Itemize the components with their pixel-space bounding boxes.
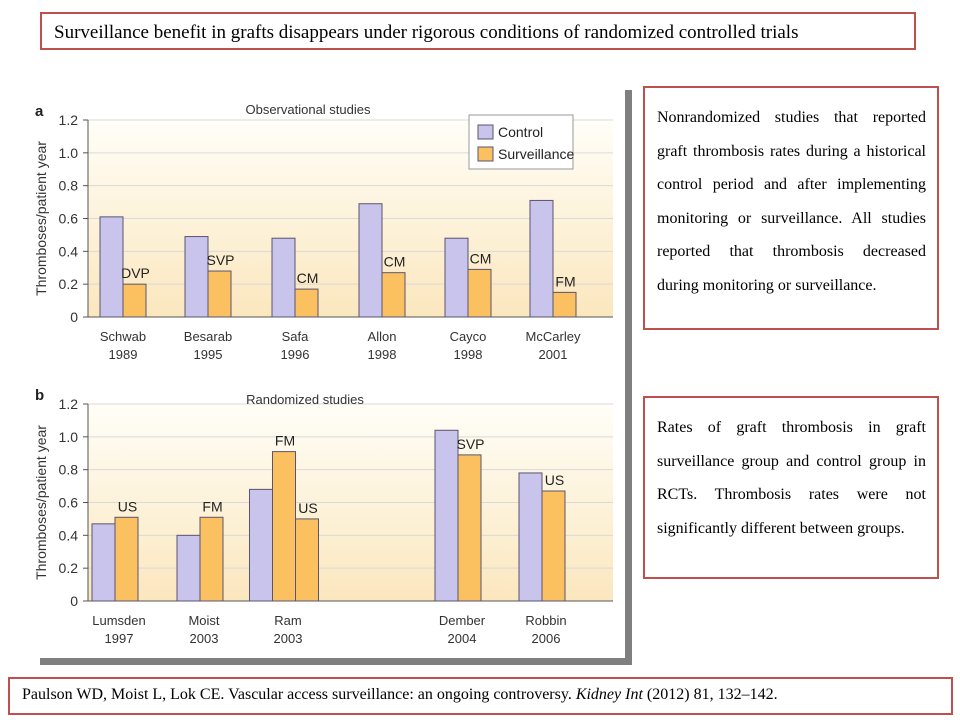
citation-box: Paulson WD, Moist L, Lok CE. Vascular ac… bbox=[8, 677, 953, 715]
panel-b-category-year: 2003 bbox=[190, 631, 219, 646]
panel-a-bar-surveillance bbox=[552, 291, 577, 318]
panel-b-category-year: 1997 bbox=[105, 631, 134, 646]
panel-a-bar-control bbox=[529, 199, 554, 318]
panel-a-category-year: 1998 bbox=[368, 347, 397, 362]
panel-a-category-name: Schwab bbox=[100, 329, 146, 344]
panel-a-bar-control bbox=[444, 237, 469, 318]
randomized-note-text: Rates of graft thrombosis in graft surve… bbox=[657, 419, 926, 537]
panel-a-legend-label-control: Control bbox=[498, 124, 543, 140]
panel-b-category-name: Lumsden bbox=[92, 613, 145, 628]
citation-journal: Kidney Int bbox=[575, 686, 643, 703]
panel-a-panel-letter: a bbox=[35, 103, 44, 120]
panel-a-legend-label-surveillance: Surveillance bbox=[498, 146, 574, 162]
panel-b-bar-control bbox=[518, 472, 543, 602]
panel-a-category-year: 1998 bbox=[454, 347, 483, 362]
panel-b-tick-label: 1.0 bbox=[59, 429, 79, 445]
panel-a-category-name: Besarab bbox=[184, 329, 232, 344]
panel-a-category-name: Safa bbox=[282, 329, 310, 344]
panel-a-tick-label: 0.4 bbox=[59, 243, 79, 259]
citation-text: Paulson WD, Moist L, Lok CE. Vascular ac… bbox=[22, 686, 778, 704]
panel-b-bar-control bbox=[434, 429, 459, 602]
panel-b-category-name: Ram bbox=[274, 613, 301, 628]
panel-a-method-label: CM bbox=[384, 254, 406, 270]
slide-title-box: Surveillance benefit in grafts disappear… bbox=[40, 12, 916, 50]
panel-a-bar-surveillance bbox=[122, 283, 147, 318]
panel-b-bar-control bbox=[249, 488, 273, 602]
panel-b-tick-label: 0 bbox=[70, 593, 78, 609]
panel-b-tick-label: 0.6 bbox=[59, 495, 79, 511]
panel-b-tick-label: 0.2 bbox=[59, 560, 79, 576]
panel-b-method-label: US bbox=[298, 500, 317, 516]
bar-charts: 0 0.2 0.4 0.6 0.8 1.0 1.2 a Observational studie… bbox=[33, 102, 613, 646]
panel-a-method-label: DVP bbox=[121, 265, 150, 281]
panel-a-tick-label: 0.6 bbox=[59, 211, 79, 227]
panel-a-chart-title: Observational studies bbox=[245, 102, 371, 117]
panel-b-bar-control bbox=[176, 534, 201, 602]
panel-b-bar-surveillance bbox=[541, 490, 566, 602]
panel-b-method-label: US bbox=[118, 498, 137, 514]
observational-note-text: Nonrandomized studies that reported graf… bbox=[657, 109, 926, 294]
panel-b-panel-letter: b bbox=[35, 387, 44, 404]
panel-a-tick-label: 1.0 bbox=[59, 145, 79, 161]
panel-a-category-year: 1989 bbox=[109, 347, 138, 362]
panel-b-method-label: SVP bbox=[456, 436, 484, 452]
panel-a-bar-surveillance bbox=[467, 268, 492, 318]
panel-b-bar-surveillance bbox=[114, 516, 139, 602]
panel-a-method-label: CM bbox=[297, 270, 319, 286]
panel-a-bar-surveillance bbox=[294, 288, 319, 318]
panel-b-category-year: 2003 bbox=[274, 631, 303, 646]
panel-a-category-name: McCarley bbox=[526, 329, 581, 344]
panel-a-category-name: Allon bbox=[368, 329, 397, 344]
panel-a-category-year: 1996 bbox=[281, 347, 310, 362]
panel-b-method-label: US bbox=[545, 472, 564, 488]
panel-a-bar-control bbox=[271, 237, 296, 318]
panel-b-bar-surveillance bbox=[295, 518, 319, 602]
figure-panel: 0 0.2 0.4 0.6 0.8 1.0 1.2 a Observational studie… bbox=[33, 83, 625, 658]
panel-a-bar-control bbox=[99, 216, 124, 318]
panel-b-bar-surveillance bbox=[457, 454, 482, 602]
panel-b-bar-surveillance bbox=[272, 451, 296, 602]
panel-b-category-name: Moist bbox=[188, 613, 219, 628]
panel-a-category-year: 2001 bbox=[539, 347, 568, 362]
panel-a-tick-label: 0.8 bbox=[59, 178, 79, 194]
panel-b-tick-label: 0.4 bbox=[59, 527, 79, 543]
panel-a-bar-surveillance bbox=[207, 270, 232, 318]
panel-a-method-label: FM bbox=[555, 273, 575, 289]
panel-a-category-name: Cayco bbox=[450, 329, 487, 344]
panel-a-tick-label: 0 bbox=[70, 309, 78, 325]
panel-a-bar-control bbox=[184, 236, 209, 318]
panel-b-category-name: Dember bbox=[439, 613, 486, 628]
panel-a-method-label: SVP bbox=[206, 252, 234, 268]
panel-b-tick-label: 1.2 bbox=[59, 396, 79, 412]
randomized-note: Rates of graft thrombosis in graft surve… bbox=[643, 396, 939, 579]
panel-b-category-year: 2004 bbox=[448, 631, 477, 646]
slide-title: Surveillance benefit in grafts disappear… bbox=[54, 22, 799, 43]
panel-a-tick-label: 1.2 bbox=[59, 112, 79, 128]
citation-details: (2012) 81, 132–142. bbox=[642, 686, 778, 703]
panel-b-y-axis-label: Thromboses/patient year bbox=[33, 425, 49, 580]
panel-a-method-label: CM bbox=[470, 250, 492, 266]
panel-a-bar-surveillance bbox=[381, 272, 406, 318]
panel-a-y-axis-label: Thromboses/patient year bbox=[33, 141, 49, 296]
panel-a-tick-label: 0.2 bbox=[59, 276, 79, 292]
panel-b-chart-title: Randomized studies bbox=[246, 392, 364, 407]
panel-b-method-label: FM bbox=[202, 498, 222, 514]
panel-b-category-year: 2006 bbox=[532, 631, 561, 646]
panel-a-legend-swatch-surveillance bbox=[477, 146, 494, 162]
panel-a-legend-swatch-control bbox=[477, 124, 494, 140]
panel-a-bar-control bbox=[358, 203, 383, 318]
citation-authors: Paulson WD, Moist L, Lok CE. Vascular ac… bbox=[22, 686, 576, 703]
panel-b-bar-control bbox=[91, 523, 116, 602]
panel-b-tick-label: 0.8 bbox=[59, 462, 79, 478]
panel-b-bar-surveillance bbox=[199, 516, 224, 602]
observational-note: Nonrandomized studies that reported graf… bbox=[643, 86, 939, 330]
panel-b-method-label: FM bbox=[275, 433, 295, 449]
panel-b-category-name: Robbin bbox=[525, 613, 566, 628]
panel-a-category-year: 1995 bbox=[194, 347, 223, 362]
